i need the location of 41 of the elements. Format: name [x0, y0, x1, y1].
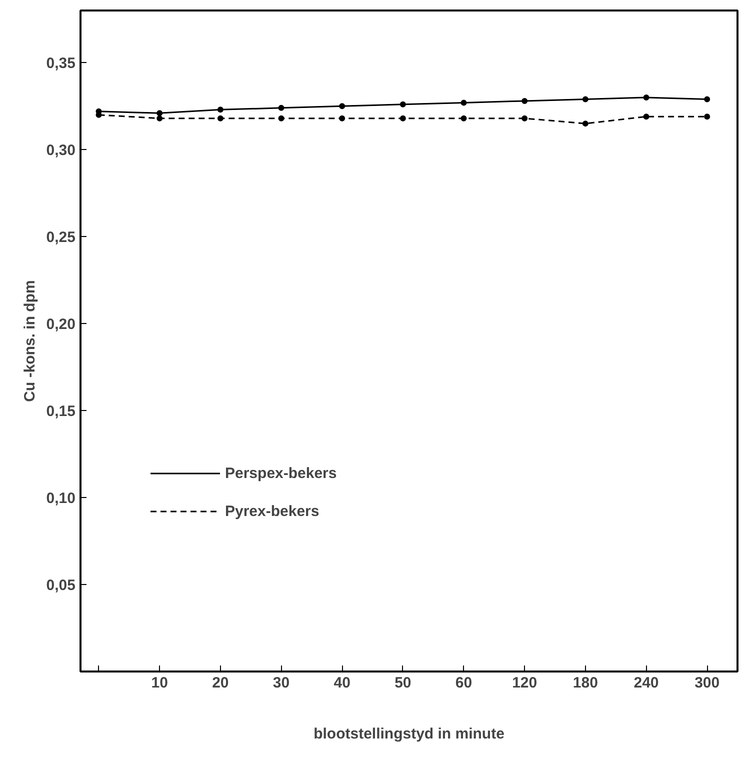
point: [156, 115, 163, 122]
y-tick-label: 0,15: [46, 403, 76, 420]
x-tick-label: 180: [572, 674, 598, 692]
y-tick-label: 0,20: [46, 316, 76, 334]
point: [460, 115, 467, 122]
point: [643, 114, 650, 120]
point: [400, 101, 406, 108]
x-tick-label: 60: [455, 674, 472, 692]
y-tick-label: 0,05: [46, 577, 76, 594]
point: [400, 115, 406, 122]
x-tick-label: 240: [634, 674, 659, 692]
x-axis-title: blootstellingstyd in minute: [314, 726, 504, 742]
legend-label: Perspex-bekers: [225, 464, 337, 482]
x-tick-label: 20: [212, 674, 229, 692]
point: [582, 120, 588, 127]
x-tick-label: 50: [394, 674, 412, 692]
point: [339, 115, 346, 122]
point: [156, 110, 163, 116]
point: [217, 115, 224, 122]
point: [278, 115, 284, 122]
point: [460, 100, 467, 106]
point: [522, 98, 528, 104]
y-tick-label: 0,35: [46, 55, 76, 72]
point: [217, 106, 224, 113]
point: [704, 114, 710, 120]
x-tick-label: 40: [334, 674, 350, 692]
point: [704, 96, 710, 102]
point: [339, 103, 346, 110]
legend-label: Pyrex-bekers: [225, 502, 320, 520]
point: [522, 115, 528, 122]
x-tick-label: 30: [272, 674, 290, 692]
y-axis-title: Cu -kons. in dpm: [21, 280, 38, 402]
x-tick-label: 10: [151, 674, 168, 692]
x-tick-label: 120: [512, 674, 538, 692]
y-tick-label: 0,25: [46, 229, 76, 246]
point: [278, 104, 284, 111]
y-tick-label: 0,30: [46, 142, 76, 160]
x-tick-label: 300: [694, 674, 720, 692]
point: [643, 94, 650, 100]
point: [582, 96, 588, 102]
y-tick-label: 0,10: [46, 490, 76, 508]
